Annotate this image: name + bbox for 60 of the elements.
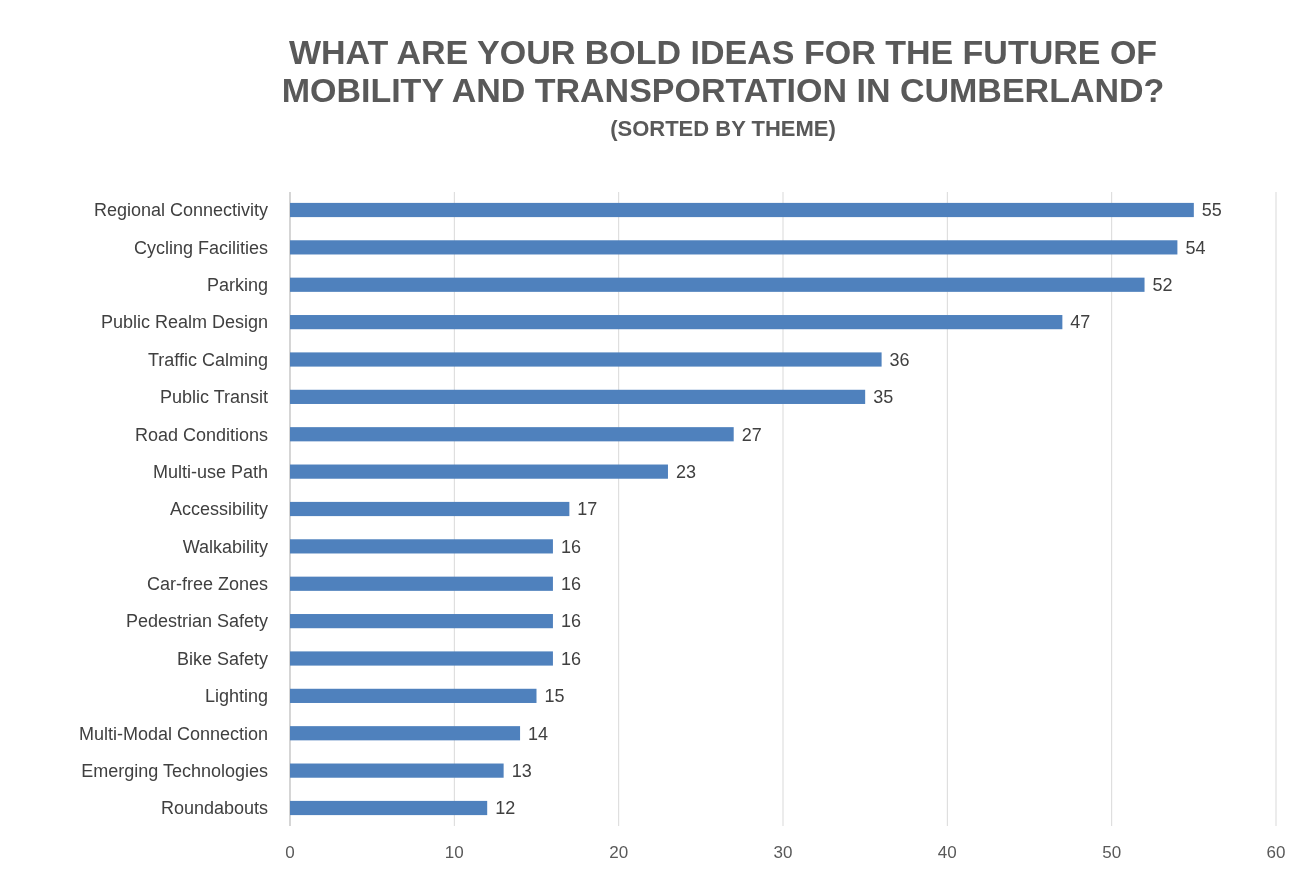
data-label: 12 — [495, 798, 516, 819]
bar — [290, 389, 866, 404]
x-tick-label: 30 — [773, 843, 793, 862]
y-tick-label: Bike Safety — [176, 648, 268, 669]
bar — [290, 539, 553, 554]
data-label: 52 — [1152, 275, 1173, 296]
bar — [290, 202, 1194, 218]
bar — [290, 240, 1178, 255]
y-tick-label: Parking — [206, 275, 268, 296]
bar — [290, 576, 553, 591]
data-label: 27 — [741, 424, 762, 445]
data-label: 14 — [528, 723, 549, 744]
y-tick-label: Pedestrian Safety — [125, 611, 268, 632]
data-label: 15 — [544, 686, 565, 707]
x-tick-label: 50 — [1102, 843, 1122, 862]
data-label: 16 — [560, 536, 581, 557]
bar — [290, 427, 734, 442]
x-tick-label: 10 — [444, 843, 464, 862]
y-tick-label: Lighting — [204, 686, 268, 707]
x-tick-label: 60 — [1266, 843, 1286, 862]
bar — [290, 352, 882, 367]
bar — [290, 763, 504, 778]
data-label: 36 — [889, 349, 910, 370]
chart-title: WHAT ARE YOUR BOLD IDEAS FOR THE FUTURE OF MOBILITY AND TRANSPORTATION IN CUMBERLAND? — [281, 33, 1165, 109]
x-tick-label: 40 — [937, 843, 957, 862]
y-tick-label: Public Transit — [159, 387, 268, 408]
data-label: 23 — [675, 461, 696, 482]
y-tick-label: Public Realm Design — [100, 312, 268, 333]
y-tick-label: Road Conditions — [134, 424, 268, 445]
bar — [290, 464, 668, 479]
bar — [290, 726, 521, 741]
data-label: 16 — [560, 574, 581, 595]
data-label: 47 — [1070, 312, 1091, 333]
data-label: 35 — [873, 387, 894, 408]
y-tick-label: Regional Connectivity — [93, 200, 268, 221]
bar — [290, 315, 1063, 330]
y-tick-label: Emerging Technologies — [81, 760, 268, 781]
bar — [290, 614, 553, 629]
data-label: 13 — [511, 760, 532, 781]
y-tick-label: Car-free Zones — [146, 574, 268, 595]
y-tick-label: Accessibility — [169, 499, 268, 520]
data-label: 16 — [560, 611, 581, 632]
data-label: 54 — [1185, 237, 1206, 258]
bar — [290, 651, 553, 666]
x-tick-label: 20 — [609, 843, 629, 862]
data-label: 17 — [577, 499, 598, 520]
chart-subtitle: (SORTED BY THEME) — [610, 116, 836, 141]
bar — [290, 800, 488, 816]
bar — [290, 277, 1145, 292]
y-tick-label: Roundabouts — [160, 798, 268, 819]
y-tick-label: Walkability — [182, 536, 268, 557]
bar — [290, 688, 537, 703]
bar — [290, 501, 570, 517]
y-tick-label: Traffic Calming — [147, 349, 268, 370]
data-label: 16 — [560, 648, 581, 669]
y-tick-label: Cycling Facilities — [133, 237, 268, 258]
y-tick-label: Multi-use Path — [152, 461, 268, 482]
y-tick-label: Multi-Modal Connection — [78, 723, 268, 744]
x-tick-label: 0 — [285, 843, 295, 862]
data-label: 55 — [1201, 200, 1222, 221]
